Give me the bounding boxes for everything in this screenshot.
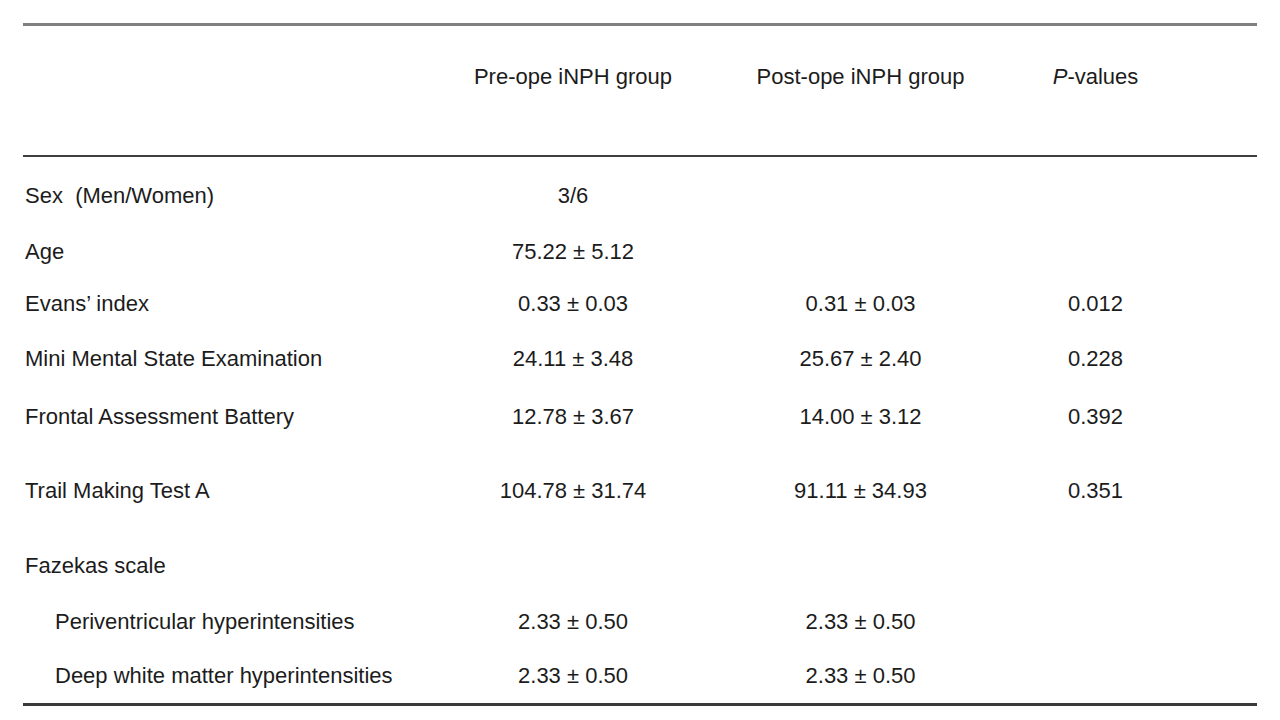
pre-ope-value xyxy=(438,528,708,594)
table-row-age: Age 75.22 ± 5.12 xyxy=(23,224,1257,277)
p-value xyxy=(1013,650,1178,705)
spacer-cell xyxy=(1178,388,1257,446)
p-value xyxy=(1013,156,1178,224)
table-row-evans-index: Evans’ index 0.33 ± 0.03 0.31 ± 0.03 0.0… xyxy=(23,277,1257,331)
col-header-empty xyxy=(23,25,438,156)
p-value xyxy=(1013,528,1178,594)
pre-ope-value: 24.11 ± 3.48 xyxy=(438,331,708,388)
post-ope-value xyxy=(708,224,1013,277)
table-row-fazekas-scale: Fazekas scale xyxy=(23,528,1257,594)
post-ope-value: 0.31 ± 0.03 xyxy=(708,277,1013,331)
header-row: Pre-ope iNPH group Post-ope iNPH group P… xyxy=(23,25,1257,156)
patient-characteristics-table: Pre-ope iNPH group Post-ope iNPH group P… xyxy=(23,23,1257,706)
p-value: 0.012 xyxy=(1013,277,1178,331)
pre-ope-value: 2.33 ± 0.50 xyxy=(438,650,708,705)
spacer-cell xyxy=(1178,650,1257,705)
table-row-mmse: Mini Mental State Examination 24.11 ± 3.… xyxy=(23,331,1257,388)
row-label: Sex (Men/Women) xyxy=(23,156,438,224)
p-value xyxy=(1013,224,1178,277)
spacer-cell xyxy=(1178,277,1257,331)
pre-ope-value: 0.33 ± 0.03 xyxy=(438,277,708,331)
row-label: Periventricular hyperintensities xyxy=(23,594,438,650)
post-ope-value: 14.00 ± 3.12 xyxy=(708,388,1013,446)
pre-ope-value: 104.78 ± 31.74 xyxy=(438,446,708,528)
p-value: 0.228 xyxy=(1013,331,1178,388)
table-row-sex: Sex (Men/Women) 3/6 xyxy=(23,156,1257,224)
spacer-cell xyxy=(1178,594,1257,650)
spacer-cell xyxy=(1178,224,1257,277)
spacer-cell xyxy=(1178,156,1257,224)
row-label: Mini Mental State Examination xyxy=(23,331,438,388)
post-ope-value xyxy=(708,156,1013,224)
p-value xyxy=(1013,594,1178,650)
col-header-p-values: P-values xyxy=(1013,25,1178,156)
post-ope-value: 2.33 ± 0.50 xyxy=(708,594,1013,650)
p-value: 0.392 xyxy=(1013,388,1178,446)
spacer-cell xyxy=(1178,528,1257,594)
table-row-fab: Frontal Assessment Battery 12.78 ± 3.67 … xyxy=(23,388,1257,446)
row-label: Deep white matter hyperintensities xyxy=(23,650,438,705)
spacer-cell xyxy=(1178,331,1257,388)
row-label: Age xyxy=(23,224,438,277)
post-ope-value: 2.33 ± 0.50 xyxy=(708,650,1013,705)
pre-ope-value: 12.78 ± 3.67 xyxy=(438,388,708,446)
col-header-spacer xyxy=(1178,25,1257,156)
post-ope-value: 25.67 ± 2.40 xyxy=(708,331,1013,388)
pre-ope-value: 3/6 xyxy=(438,156,708,224)
p-value: 0.351 xyxy=(1013,446,1178,528)
col-header-pre-ope: Pre-ope iNPH group xyxy=(438,25,708,156)
post-ope-value: 91.11 ± 34.93 xyxy=(708,446,1013,528)
p-values-rest: -values xyxy=(1067,64,1138,89)
pre-ope-value: 75.22 ± 5.12 xyxy=(438,224,708,277)
row-label: Fazekas scale xyxy=(23,528,438,594)
post-ope-value xyxy=(708,528,1013,594)
spacer-cell xyxy=(1178,446,1257,528)
row-label: Trail Making Test A xyxy=(23,446,438,528)
pre-ope-value: 2.33 ± 0.50 xyxy=(438,594,708,650)
table-row-periventricular: Periventricular hyperintensities 2.33 ± … xyxy=(23,594,1257,650)
row-label: Evans’ index xyxy=(23,277,438,331)
row-label: Frontal Assessment Battery xyxy=(23,388,438,446)
col-header-post-ope: Post-ope iNPH group xyxy=(708,25,1013,156)
p-values-italic-p: P xyxy=(1053,64,1068,89)
table-row-tmt-a: Trail Making Test A 104.78 ± 31.74 91.11… xyxy=(23,446,1257,528)
table-row-deep-white-matter: Deep white matter hyperintensities 2.33 … xyxy=(23,650,1257,705)
